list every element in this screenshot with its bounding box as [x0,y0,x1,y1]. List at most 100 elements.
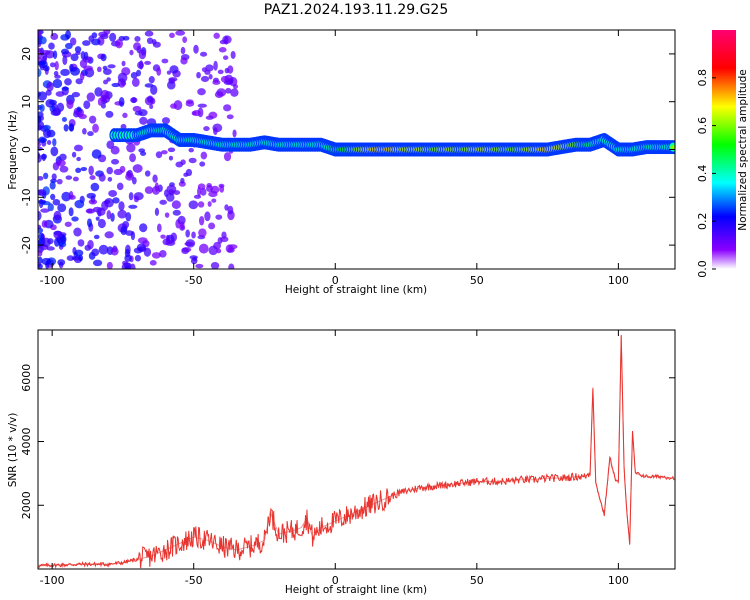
heatmap-noise-blob [74,46,82,53]
heatmap-noise-blob [106,209,112,220]
heatmap-noise-blob [139,116,148,125]
heatmap-noise-blob [82,128,87,135]
heatmap-noise-blob [126,143,136,153]
heatmap-noise-blob [205,184,213,193]
heatmap-noise-blob [223,152,232,162]
heatmap-noise-blob [38,142,42,147]
heatmap-noise-blob [199,161,206,167]
heatmap-noise-blob [50,109,61,116]
heatmap-noise-blob [225,244,234,253]
heatmap-noise-blob [129,49,134,56]
heatmap-noise-blob [78,113,87,120]
heatmap-noise-blob [219,39,227,45]
heatmap-noise-blob [41,153,46,162]
heatmap-noise-blob [58,241,67,248]
heatmap-noise-blob [38,189,47,196]
heatmap-noise-blob [115,38,124,49]
heatmap-noise-blob [221,231,227,239]
heatmap-noise-blob [200,51,208,57]
heatmap-noise-blob [144,170,151,177]
heatmap-noise-blob [144,83,154,88]
heatmap-noise-blob [82,40,91,46]
snr-ytick-label: 2000 [20,491,33,519]
heatmap-noise-blob [103,79,109,85]
heatmap-noise-blob [200,188,207,196]
heatmap-noise-blob [124,265,131,269]
heatmap-noise-blob [137,61,144,69]
heatmap-noise-blob [71,91,81,98]
heatmap-noise-blob [49,62,56,68]
chart-title: PAZ1.2024.193.11.29.G25 [264,2,449,18]
heatmap-noise-blob [104,231,114,239]
heatmap-noise-blob [227,65,234,74]
heatmap-noise-blob [149,260,157,266]
heatmap-noise-blob [180,221,185,230]
heatmap-noise-blob [213,127,218,136]
heatmap-noise-blob [227,205,234,215]
heatmap-noise-blob [89,175,96,180]
heatmap-noise-blob [38,249,43,257]
heatmap-noise-blob [59,153,67,161]
heatmap-noise-blob [64,221,72,227]
heatmap-noise-blob [213,32,220,39]
colorbar-label: Normalized spectral amplitude [737,69,749,230]
heatmap-noise-blob [87,239,94,250]
heatmap-noise-blob [38,36,47,45]
heatmap-noise-blob [106,166,114,175]
heatmap-noise-blob [38,47,42,53]
colorbar-tick-label: 0.4 [696,165,709,183]
heatmap-noise-blob [217,237,223,244]
snr-ylabel: SNR (10 * v/v) [7,413,19,488]
heatmap-noise-blob [77,239,85,247]
heatmap-noise-blob [121,60,126,67]
heatmap-noise-blob [52,198,61,206]
heatmap-noise-blob [144,60,152,65]
heatmap-noise-blob [106,77,111,82]
heatmap-noise-blob [181,247,190,255]
heatmap-noise-blob [116,182,124,191]
heatmap-noise-blob [128,192,134,201]
heatmap-noise-blob [56,159,66,167]
heatmap-noise-blob [117,72,128,83]
heatmap-noise-blob [100,53,107,62]
spectrogram-ytick-label: 20 [20,47,33,61]
snr-series [38,335,675,569]
heatmap-noise-blob [76,106,82,112]
heatmap-noise-blob [180,177,185,184]
heatmap-noise-blob [38,60,48,69]
heatmap-noise-blob [97,97,103,106]
heatmap-noise-blob [134,110,143,116]
heatmap-noise-blob [169,65,179,74]
heatmap-noise-blob [182,36,188,43]
heatmap-noise-blob [80,166,88,172]
heatmap-noise-blob [156,223,162,233]
snr-xtick-label: 50 [470,574,484,587]
heatmap-noise-blob [92,123,99,133]
heatmap-noise-blob [159,199,167,205]
heatmap-noise-blob [112,197,120,204]
spectrogram-xlabel: Height of straight line (km) [285,284,427,296]
heatmap-noise-blob [38,91,47,101]
heatmap-noise-blob [161,58,169,64]
heatmap-noise-blob [150,84,158,95]
heatmap-noise-blob [86,208,93,214]
heatmap-noise-blob [168,155,174,161]
colorbar-tick-label: 0.0 [696,260,709,278]
heatmap-noise-blob [91,149,102,159]
heatmap-noise-blob [197,88,206,96]
heatmap-noise-blob [149,104,154,110]
heatmap-noise-blob [53,230,63,239]
heatmap-noise-blob [46,246,55,251]
heatmap-noise-blob [66,255,75,262]
heatmap-noise-blob [93,234,100,240]
heatmap-noise-blob [204,211,211,222]
heatmap-noise-blob [79,59,88,68]
heatmap-noise-blob [198,216,205,226]
heatmap-noise-blob [56,178,63,185]
heatmap-noise-blob [125,212,132,222]
heatmap-noise-blob [38,210,42,221]
heatmap-noise-blob [230,88,239,97]
heatmap-noise-blob [208,245,218,256]
heatmap-noise-blob [166,192,175,202]
